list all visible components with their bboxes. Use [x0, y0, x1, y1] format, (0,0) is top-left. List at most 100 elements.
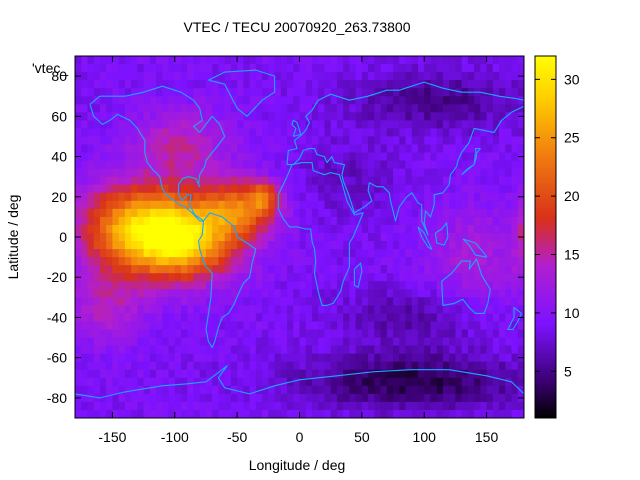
heatmap-cell: [75, 136, 82, 146]
heatmap-cell: [405, 72, 413, 81]
heatmap-cell: [255, 297, 263, 306]
heatmap-cell: [393, 361, 400, 371]
heatmap-cell: [405, 200, 413, 210]
heatmap-cell: [399, 80, 407, 89]
heatmap-cell: [224, 249, 232, 258]
heatmap-cell: [311, 56, 319, 65]
heatmap-cell: [93, 80, 101, 89]
heatmap-cell: [492, 104, 500, 113]
heatmap-cell: [311, 385, 319, 395]
heatmap-cell: [193, 144, 201, 154]
heatmap-cell: [156, 120, 163, 129]
heatmap-cell: [174, 393, 182, 403]
heatmap-cell: [393, 208, 400, 218]
heatmap-cell: [318, 297, 326, 306]
heatmap-cell: [224, 80, 232, 89]
heatmap-cell: [187, 160, 195, 170]
heatmap-cell: [230, 337, 238, 347]
heatmap-cell: [430, 64, 438, 73]
heatmap-cell: [330, 265, 338, 274]
heatmap-cell: [405, 152, 413, 162]
heatmap-cell: [143, 232, 151, 242]
heatmap-cell: [305, 232, 313, 242]
heatmap-cell: [449, 385, 457, 395]
heatmap-cell: [467, 361, 475, 371]
heatmap-cell: [467, 329, 475, 339]
heatmap-cell: [299, 313, 307, 323]
heatmap-cell: [374, 200, 382, 210]
heatmap-cell: [93, 200, 101, 210]
heatmap-cell: [181, 393, 188, 403]
heatmap-cell: [374, 257, 382, 266]
heatmap-cell: [75, 377, 82, 387]
heatmap-cell: [349, 377, 357, 387]
heatmap-cell: [243, 176, 251, 186]
heatmap-cell: [249, 128, 257, 138]
heatmap-cell: [106, 369, 114, 379]
heatmap-cell: [218, 176, 226, 186]
heatmap-cell: [355, 112, 363, 121]
heatmap-cell: [174, 361, 182, 371]
heatmap-cell: [461, 216, 469, 226]
heatmap-cell: [405, 321, 413, 331]
heatmap-cell: [311, 144, 319, 154]
heatmap-cell: [75, 216, 82, 226]
heatmap-cell: [174, 297, 182, 306]
heatmap-cell: [131, 289, 138, 298]
heatmap-cell: [162, 72, 170, 81]
heatmap-cell: [374, 385, 382, 395]
y-tick-label: 40: [51, 149, 67, 165]
heatmap-cell: [187, 216, 195, 226]
heatmap-cell: [474, 192, 481, 202]
heatmap-cell: [511, 64, 519, 73]
heatmap-cell: [467, 216, 475, 226]
heatmap-cell: [112, 128, 120, 138]
heatmap-cell: [181, 265, 188, 274]
heatmap-cell: [405, 208, 413, 218]
heatmap-cell: [156, 176, 163, 186]
heatmap-cell: [99, 297, 107, 306]
heatmap-cell: [486, 401, 494, 411]
heatmap-cell: [187, 136, 195, 146]
heatmap-cell: [249, 56, 257, 65]
heatmap-cell: [237, 377, 244, 387]
heatmap-cell: [280, 313, 288, 323]
heatmap-cell: [361, 281, 369, 290]
heatmap-cell: [162, 216, 170, 226]
heatmap-cell: [274, 144, 282, 154]
heatmap-cell: [255, 176, 263, 186]
heatmap-cell: [299, 385, 307, 395]
heatmap-cell: [386, 289, 394, 298]
heatmap-cell: [330, 120, 338, 129]
heatmap-cell: [168, 120, 176, 129]
heatmap-cell: [361, 216, 369, 226]
heatmap-cell: [230, 232, 238, 242]
heatmap-cell: [355, 176, 363, 186]
heatmap-cell: [505, 377, 513, 387]
heatmap-cell: [131, 329, 138, 339]
heatmap-cell: [230, 120, 238, 129]
coastline: [89, 85, 226, 222]
heatmap-cell: [480, 216, 488, 226]
heatmap-cell: [181, 128, 188, 138]
heatmap-cell: [93, 241, 101, 250]
heatmap-cell: [75, 401, 82, 411]
heatmap-cell: [430, 112, 438, 121]
heatmap-cell: [124, 72, 132, 81]
heatmap-cell: [174, 64, 182, 73]
heatmap-cell: [131, 241, 138, 250]
heatmap-cell: [455, 144, 463, 154]
heatmap-cell: [181, 160, 188, 170]
heatmap-cell: [480, 136, 488, 146]
heatmap-cell: [224, 208, 232, 218]
heatmap-cell: [287, 329, 294, 339]
heatmap-cell: [124, 168, 132, 178]
heatmap-cell: [449, 377, 457, 387]
heatmap-cell: [436, 385, 444, 395]
heatmap-cell: [349, 56, 357, 65]
heatmap-cell: [324, 64, 332, 73]
heatmap-cell: [87, 337, 95, 347]
heatmap-cell: [193, 224, 201, 234]
heatmap-cell: [511, 249, 519, 258]
heatmap-cell: [430, 184, 438, 194]
